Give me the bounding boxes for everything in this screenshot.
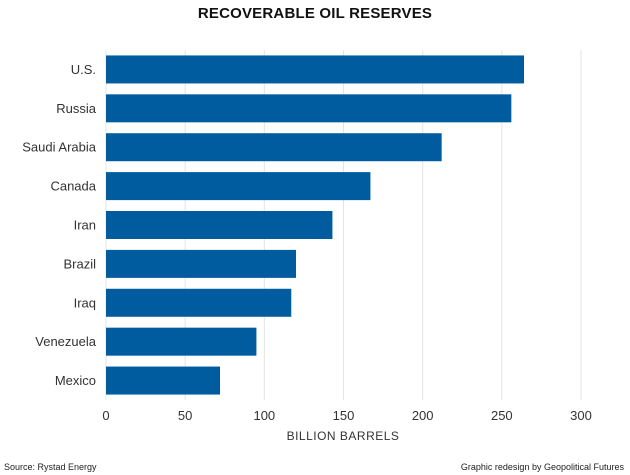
x-tick-label: 250 (491, 408, 513, 423)
bar (106, 249, 296, 278)
bar (106, 55, 524, 84)
category-label: Brazil (63, 256, 96, 271)
x-tick-label: 200 (412, 408, 434, 423)
category-label: Venezuela (35, 334, 96, 349)
bar (106, 172, 371, 201)
category-label: Canada (50, 179, 96, 194)
category-label: Iran (74, 218, 96, 233)
bar (106, 366, 220, 395)
bar (106, 133, 442, 162)
credit-note: Graphic redesign by Geopolitical Futures (460, 462, 624, 472)
category-label: U.S. (71, 62, 96, 77)
bar (106, 94, 512, 123)
bar (106, 327, 257, 356)
category-labels: U.S. Russia Saudi Arabia Canada Iran Brazil Ir… (22, 62, 96, 388)
category-label: Saudi Arabia (22, 140, 96, 155)
bar (106, 288, 292, 317)
x-axis-title: BILLION BARRELS (287, 429, 400, 443)
bars (106, 55, 524, 395)
category-label: Iraq (74, 295, 96, 310)
source-note: Source: Rystad Energy (4, 462, 97, 472)
bar (106, 211, 333, 239)
category-label: Russia (56, 101, 97, 116)
x-tick-labels: 0 50 100 150 200 250 300 (102, 408, 591, 423)
x-tick-label: 150 (333, 408, 355, 423)
category-label: Mexico (55, 373, 96, 388)
x-tick-label: 300 (570, 408, 592, 423)
x-tick-label: 50 (178, 408, 192, 423)
x-tick-label: 100 (253, 408, 275, 423)
x-tick-label: 0 (102, 408, 109, 423)
chart-title: RECOVERABLE OIL RESERVES (197, 5, 433, 22)
